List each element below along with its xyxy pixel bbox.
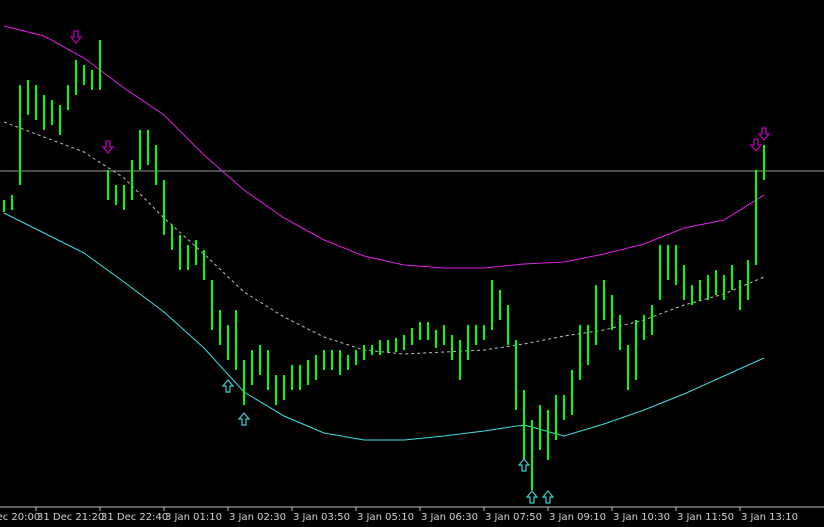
x-tick-label: 3 Jan 07:50 bbox=[485, 512, 542, 523]
signal-arrow bbox=[517, 458, 531, 472]
signal-arrow bbox=[757, 127, 771, 141]
signal-arrow bbox=[525, 490, 539, 504]
x-tick-label: 3 Jan 10:30 bbox=[613, 512, 670, 523]
x-tick-label: 31 Dec 20:00 bbox=[0, 512, 40, 523]
signal-arrow bbox=[69, 30, 83, 44]
signal-arrow bbox=[101, 140, 115, 154]
x-tick-label: 3 Jan 01:10 bbox=[165, 512, 222, 523]
x-tick-label: 31 Dec 22:40 bbox=[101, 512, 168, 523]
signal-arrow bbox=[237, 412, 251, 426]
indicator-line bbox=[3, 212, 765, 441]
signal-arrow bbox=[541, 490, 555, 504]
indicator-line bbox=[3, 25, 765, 269]
signal-arrow bbox=[749, 138, 763, 152]
x-tick-label: 3 Jan 13:10 bbox=[741, 512, 798, 523]
x-tick-label: 3 Jan 11:50 bbox=[677, 512, 734, 523]
x-tick-label: 3 Jan 06:30 bbox=[421, 512, 478, 523]
x-tick-label: 3 Jan 05:10 bbox=[357, 512, 414, 523]
x-tick-label: 31 Dec 21:20 bbox=[37, 512, 104, 523]
x-tick-label: 3 Jan 09:10 bbox=[549, 512, 606, 523]
signal-arrow bbox=[221, 379, 235, 393]
indicator-line bbox=[3, 121, 765, 355]
x-tick-label: 3 Jan 03:50 bbox=[293, 512, 350, 523]
x-tick-label: 3 Jan 02:30 bbox=[229, 512, 286, 523]
